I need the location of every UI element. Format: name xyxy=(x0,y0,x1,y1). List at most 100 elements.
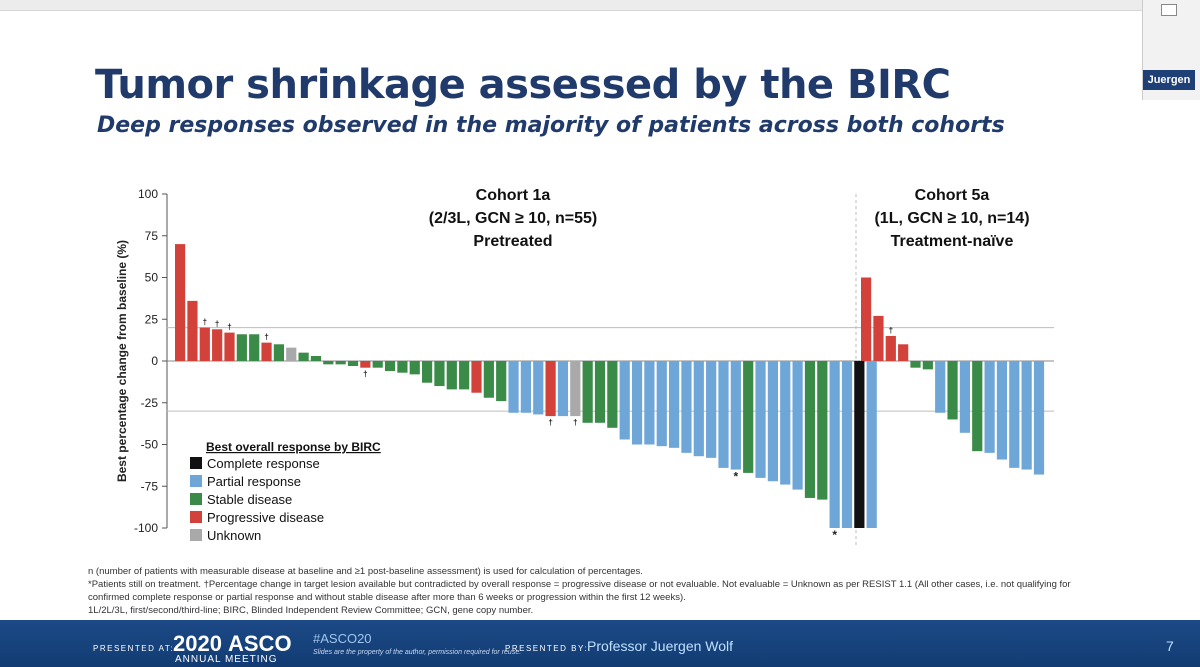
legend-swatch xyxy=(190,475,202,487)
legend-label: Stable disease xyxy=(207,492,292,507)
presented-by-label: PRESENTED BY: xyxy=(505,644,589,653)
waterfall-bar xyxy=(335,361,346,365)
dagger-marker: † xyxy=(203,318,207,327)
window-icon xyxy=(1161,4,1177,16)
legend-label: Partial response xyxy=(207,474,301,489)
waterfall-bar xyxy=(483,361,494,398)
slides-note: Slides are the property of the author, p… xyxy=(313,649,522,656)
waterfall-bar xyxy=(607,361,618,428)
legend-swatch xyxy=(190,457,202,469)
waterfall-bar xyxy=(557,361,569,417)
waterfall-bar xyxy=(804,361,816,498)
y-tick-label: -50 xyxy=(141,438,159,452)
waterfall-bar xyxy=(496,361,507,402)
waterfall-bar xyxy=(656,361,667,447)
cohort-label-line: Treatment-naïve xyxy=(891,233,1014,250)
waterfall-bar xyxy=(323,361,334,365)
legend-swatch xyxy=(190,493,202,505)
presenter-name: Professor Juergen Wolf xyxy=(587,638,734,654)
waterfall-bar xyxy=(866,361,877,528)
waterfall-bar xyxy=(261,342,272,361)
waterfall-bar xyxy=(873,315,884,361)
waterfall-bar xyxy=(434,361,445,387)
waterfall-bar xyxy=(631,361,643,445)
cohort-label-line: Pretreated xyxy=(473,233,552,250)
waterfall-bar xyxy=(1009,361,1020,468)
waterfall-bar xyxy=(669,361,680,448)
waterfall-bar xyxy=(947,361,958,420)
waterfall-bar xyxy=(187,300,198,361)
dagger-marker: † xyxy=(363,370,367,379)
waterfall-chart: 100 75 50 25 0 -25 -50 -75 -100 Best percentage c… xyxy=(115,187,1054,545)
waterfall-bar xyxy=(935,361,946,413)
waterfall-bar xyxy=(471,361,482,393)
waterfall-bar xyxy=(619,361,630,440)
legend-swatch xyxy=(190,529,202,541)
waterfall-bar xyxy=(817,361,828,500)
waterfall-bar xyxy=(459,361,470,390)
waterfall-bar xyxy=(199,327,210,361)
dagger-marker: † xyxy=(889,326,893,335)
waterfall-bar xyxy=(706,361,717,458)
waterfall-bar xyxy=(767,361,778,482)
y-tick-label: 50 xyxy=(145,271,159,285)
dagger-marker: † xyxy=(573,418,577,427)
waterfall-bar xyxy=(582,361,593,423)
cohort-label-line: Cohort 5a xyxy=(915,187,990,204)
waterfall-bar xyxy=(310,355,322,361)
waterfall-bar xyxy=(409,361,420,375)
window-top-bar xyxy=(0,0,1200,11)
y-tick-label: 100 xyxy=(138,187,158,201)
footnote-2: *Patients still on treatment. †Percentag… xyxy=(88,579,1071,603)
waterfall-bar xyxy=(1021,361,1032,470)
cohort-label-line: (1L, GCN ≥ 10, n=14) xyxy=(874,210,1029,227)
waterfall-bar xyxy=(996,361,1008,460)
y-tick-label: 0 xyxy=(151,354,158,368)
cohort-label-line: (2/3L, GCN ≥ 10, n=55) xyxy=(429,210,597,227)
waterfall-bar xyxy=(286,347,297,361)
meeting-name: ANNUAL MEETING xyxy=(175,654,278,665)
legend-label: Complete response xyxy=(207,456,320,471)
waterfall-bar xyxy=(446,361,457,390)
y-tick-label: 75 xyxy=(145,229,159,243)
waterfall-bar xyxy=(520,361,531,413)
waterfall-bar xyxy=(984,361,995,453)
waterfall-bar xyxy=(273,344,284,361)
waterfall-bar xyxy=(972,361,983,452)
waterfall-bar xyxy=(841,361,853,528)
waterfall-bar xyxy=(730,361,741,470)
waterfall-bar xyxy=(384,361,396,372)
dagger-marker: † xyxy=(227,323,231,332)
waterfall-bar xyxy=(249,334,260,361)
page-number: 7 xyxy=(1166,638,1174,654)
slide-footer: PRESENTED AT: 2020 ASCO ANNUAL MEETING #… xyxy=(0,620,1200,667)
dagger-marker: † xyxy=(548,418,552,427)
slide-subtitle: Deep responses observed in the majority … xyxy=(97,113,1005,138)
waterfall-bar xyxy=(224,332,235,361)
presented-at-label: PRESENTED AT: xyxy=(93,644,175,653)
y-tick-label: 25 xyxy=(145,312,159,326)
waterfall-bar xyxy=(175,244,186,361)
waterfall-bar xyxy=(298,352,309,361)
waterfall-bar xyxy=(898,344,909,361)
waterfall-bar xyxy=(959,361,970,433)
on-treatment-marker: * xyxy=(734,470,739,484)
footnote-3: 1L/2L/3L, first/second/third-line; BIRC,… xyxy=(88,605,534,616)
legend-swatch xyxy=(190,511,202,523)
waterfall-bar xyxy=(780,361,791,485)
y-tick-label: -75 xyxy=(141,479,159,493)
asco-logo-text: ASCO xyxy=(228,631,292,656)
waterfall-bar xyxy=(212,329,223,361)
waterfall-bar xyxy=(829,361,840,528)
cohort-label-line: Cohort 1a xyxy=(476,187,551,204)
hashtag: #ASCO20 xyxy=(313,631,372,646)
waterfall-bar xyxy=(861,277,872,361)
legend-title: Best overall response by BIRC xyxy=(206,440,381,454)
waterfall-bar xyxy=(693,361,704,457)
dagger-marker: † xyxy=(264,333,268,342)
meeting-year: 2020 xyxy=(173,631,222,656)
waterfall-bar xyxy=(360,361,371,368)
waterfall-bar xyxy=(854,361,865,528)
footnote-1: n (number of patients with measurable di… xyxy=(88,566,643,577)
waterfall-bar xyxy=(570,361,581,417)
